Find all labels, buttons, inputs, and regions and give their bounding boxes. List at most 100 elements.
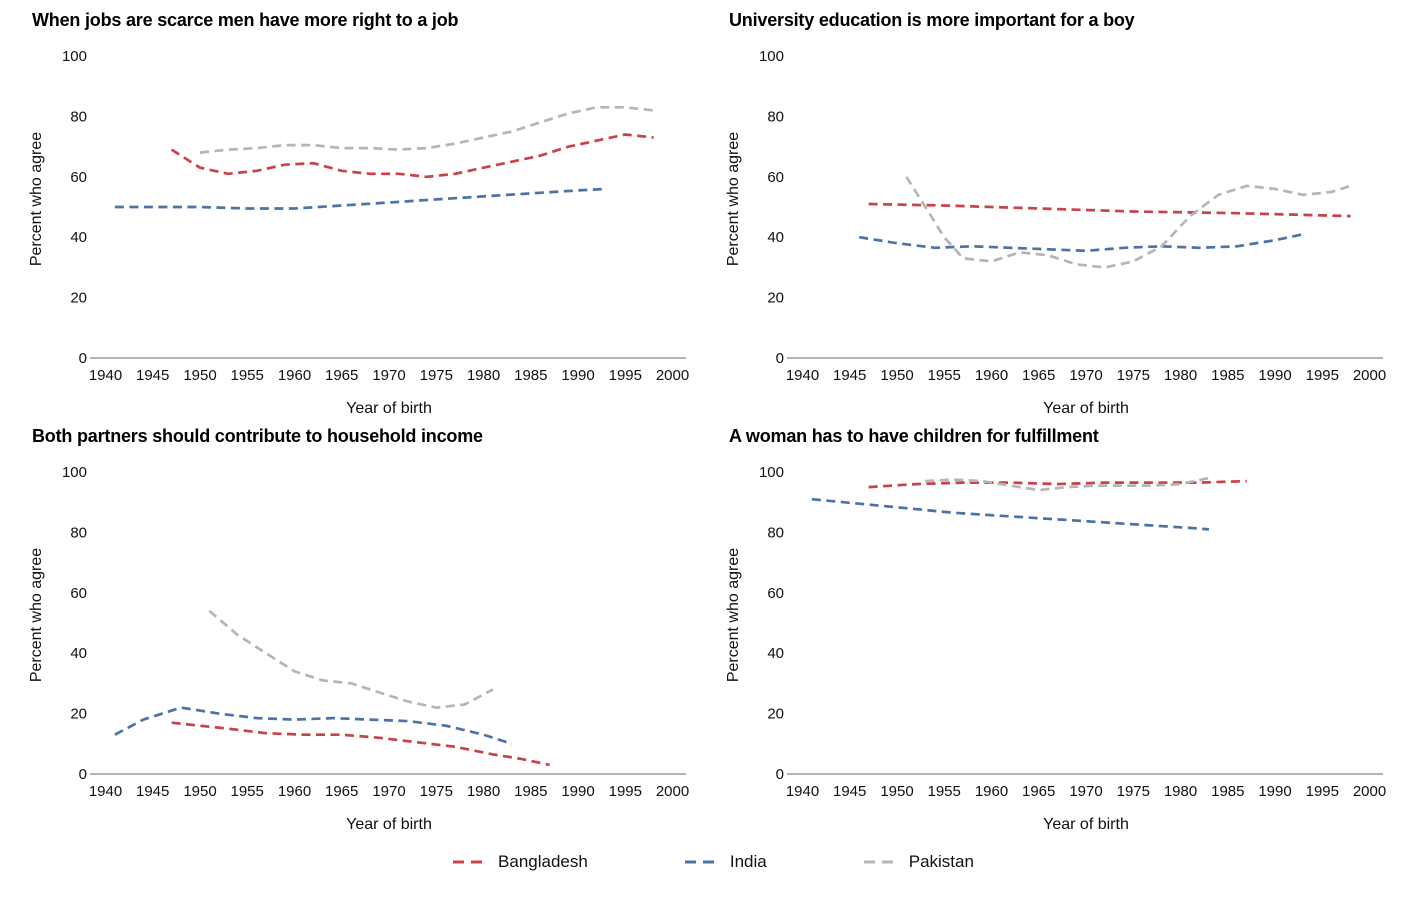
svg-text:80: 80: [767, 524, 784, 541]
y-axis-label: Percent who agree: [28, 547, 45, 683]
svg-text:100: 100: [62, 464, 87, 481]
legend-swatch-bangladesh-icon: [453, 860, 488, 864]
svg-text:1970: 1970: [1069, 367, 1102, 384]
svg-text:1950: 1950: [880, 367, 913, 384]
svg-text:1980: 1980: [467, 367, 500, 384]
svg-text:1955: 1955: [231, 783, 264, 800]
svg-text:0: 0: [776, 350, 784, 367]
svg-text:1985: 1985: [514, 783, 547, 800]
svg-text:1945: 1945: [136, 367, 169, 384]
legend-item-bangladesh: Bangladesh: [452, 852, 588, 872]
svg-text:60: 60: [767, 585, 784, 602]
svg-text:80: 80: [767, 108, 784, 125]
svg-text:1975: 1975: [1117, 783, 1150, 800]
svg-text:60: 60: [70, 169, 87, 186]
line-chart-children: 0 20 40 60 80 100 1940 1945 1950 1955 1960 1965 1970…: [759, 464, 1386, 800]
svg-text:1965: 1965: [325, 367, 358, 384]
svg-text:20: 20: [767, 706, 784, 723]
line-chart-university: 0 20 40 60 80 100 1940 1945 1950 1955 1960 1965 1970…: [759, 48, 1386, 384]
chart-title: When jobs are scarce men have more right…: [32, 10, 459, 30]
svg-text:1990: 1990: [1258, 367, 1291, 384]
y-axis-label: Percent who agree: [28, 131, 45, 267]
svg-text:20: 20: [70, 706, 87, 723]
svg-text:1940: 1940: [89, 783, 122, 800]
svg-text:1990: 1990: [1258, 783, 1291, 800]
legend-item-india: India: [684, 852, 767, 872]
y-axis-label: Percent who agree: [725, 547, 742, 683]
svg-text:1940: 1940: [786, 783, 819, 800]
svg-text:40: 40: [70, 229, 87, 246]
legend: Bangladesh India Pakistan: [0, 852, 1426, 872]
svg-text:1975: 1975: [420, 783, 453, 800]
svg-text:1995: 1995: [1306, 367, 1339, 384]
svg-text:60: 60: [70, 585, 87, 602]
svg-text:1960: 1960: [278, 367, 311, 384]
chart-grid: When jobs are scarce men have more right…: [26, 10, 1400, 838]
svg-text:1950: 1950: [183, 783, 216, 800]
svg-text:1970: 1970: [372, 367, 405, 384]
svg-text:1980: 1980: [1164, 367, 1197, 384]
chart-panel-children: A woman has to have children for fulfill…: [723, 426, 1400, 838]
svg-text:40: 40: [767, 229, 784, 246]
svg-text:1990: 1990: [561, 367, 594, 384]
svg-text:1955: 1955: [928, 367, 961, 384]
svg-text:100: 100: [759, 464, 784, 481]
legend-item-pakistan: Pakistan: [863, 852, 974, 872]
svg-text:1975: 1975: [1117, 367, 1150, 384]
svg-text:1985: 1985: [514, 367, 547, 384]
svg-text:1950: 1950: [880, 783, 913, 800]
y-axis-label: Percent who agree: [725, 131, 742, 267]
svg-text:1960: 1960: [278, 783, 311, 800]
svg-text:1960: 1960: [975, 783, 1008, 800]
svg-text:0: 0: [79, 350, 87, 367]
svg-text:2000: 2000: [1353, 783, 1386, 800]
svg-text:1960: 1960: [975, 367, 1008, 384]
svg-text:1955: 1955: [231, 367, 264, 384]
svg-text:1980: 1980: [1164, 783, 1197, 800]
chart-area: Percent who agree 0 20 40 60 80 100 1940 1945 19…: [723, 456, 1400, 812]
x-axis-label: Year of birth: [346, 400, 432, 417]
svg-text:60: 60: [767, 169, 784, 186]
svg-text:0: 0: [79, 766, 87, 783]
svg-text:2000: 2000: [1353, 367, 1386, 384]
svg-text:1970: 1970: [372, 783, 405, 800]
svg-text:1965: 1965: [1022, 783, 1055, 800]
chart-title: University education is more important f…: [729, 10, 1135, 30]
x-axis-label: Year of birth: [1043, 400, 1129, 417]
svg-text:1940: 1940: [786, 367, 819, 384]
svg-text:100: 100: [62, 48, 87, 65]
svg-text:20: 20: [70, 290, 87, 307]
svg-text:40: 40: [70, 645, 87, 662]
svg-text:1990: 1990: [561, 783, 594, 800]
svg-text:1945: 1945: [833, 367, 866, 384]
chart-area: Percent who agree 0 20 40 60 80 100 1940 1945 19…: [723, 40, 1400, 396]
chart-panel-university: University education is more important f…: [723, 10, 1400, 422]
svg-text:1940: 1940: [89, 367, 122, 384]
chart-panel-income: Both partners should contribute to house…: [26, 426, 703, 838]
x-axis-label: Year of birth: [346, 816, 432, 833]
svg-text:100: 100: [759, 48, 784, 65]
svg-text:80: 80: [70, 108, 87, 125]
svg-text:1945: 1945: [833, 783, 866, 800]
chart-title: Both partners should contribute to house…: [32, 426, 483, 446]
legend-label: Pakistan: [908, 852, 974, 871]
svg-text:0: 0: [776, 766, 784, 783]
chart-panel-jobs: When jobs are scarce men have more right…: [26, 10, 703, 422]
svg-text:1945: 1945: [136, 783, 169, 800]
svg-text:1995: 1995: [609, 367, 642, 384]
svg-text:1975: 1975: [420, 367, 453, 384]
svg-text:1980: 1980: [467, 783, 500, 800]
legend-swatch-pakistan-icon: [863, 860, 898, 864]
svg-text:1995: 1995: [1306, 783, 1339, 800]
svg-text:1965: 1965: [325, 783, 358, 800]
x-axis-label: Year of birth: [1043, 816, 1129, 833]
line-chart-jobs: 0 20 40 60 80 100 1940 1945 1950 1955 1960 1965 1970…: [62, 48, 689, 384]
chart-area: Percent who agree 0 20 40 60 80 100 1940 1945 19…: [26, 456, 703, 812]
svg-text:1995: 1995: [609, 783, 642, 800]
svg-text:2000: 2000: [656, 367, 689, 384]
svg-text:1970: 1970: [1069, 783, 1102, 800]
legend-label: India: [729, 852, 767, 871]
svg-text:2000: 2000: [656, 783, 689, 800]
svg-text:1950: 1950: [183, 367, 216, 384]
legend-swatch-india-icon: [684, 860, 719, 864]
